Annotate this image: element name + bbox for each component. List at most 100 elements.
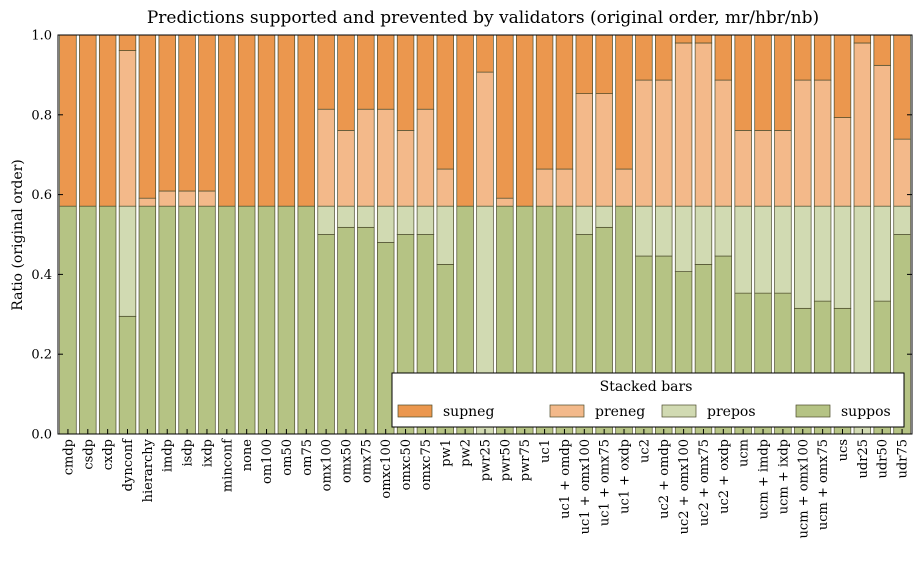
bar-suppos-om50	[277, 205, 296, 435]
bar-prepos-dynconf	[118, 205, 137, 317]
x-tick-label: uc1 + omdp	[558, 439, 573, 519]
bar-preneg-uc2-omx75	[694, 42, 713, 207]
x-tick-label: udr75	[896, 439, 911, 478]
bar-supneg-udr25	[853, 34, 872, 44]
bars-layer	[59, 34, 911, 435]
bar-prepos-omxc50	[396, 205, 415, 235]
bar-suppos-none	[237, 205, 256, 435]
bar-supneg-uc2-oxdp	[714, 34, 733, 81]
bar-supneg-csdp	[79, 34, 97, 207]
bar-preneg-udr50	[873, 64, 891, 207]
bar-supneg-pw2	[456, 34, 474, 207]
x-tick-label: pwr25	[479, 439, 494, 481]
bar-prepos-omxc75	[416, 205, 435, 235]
bar-preneg-pwr50	[496, 197, 514, 207]
bar-suppos-omx100	[317, 234, 335, 435]
bar-suppos-om75	[297, 205, 315, 435]
bar-supneg-minconf	[218, 34, 236, 207]
bar-prepos-pw1	[436, 205, 454, 265]
bar-preneg-omxc50	[396, 130, 415, 207]
bar-suppos-minconf	[218, 205, 236, 435]
x-tick-label: pw1	[439, 439, 454, 467]
bar-supneg-ixdp	[198, 34, 216, 192]
x-tick-label: isdp	[181, 439, 196, 466]
x-tick-label: omxc75	[419, 439, 434, 490]
bar-prepos-ucm	[734, 205, 752, 294]
bar-suppos-cxdp	[98, 205, 117, 435]
bar-suppos-imdp	[158, 205, 176, 435]
bar-preneg-uc1-omdp	[555, 168, 574, 207]
bar-supneg-cxdp	[98, 34, 117, 207]
bar-preneg-ucs	[833, 117, 852, 207]
bar-preneg-uc2-omdp	[655, 79, 673, 207]
chart-title: Predictions supported and prevented by v…	[147, 8, 819, 28]
x-tick-label: none	[240, 439, 255, 472]
bar-preneg-uc1-omx75	[595, 93, 613, 207]
bar-prepos-uc1-omx100	[575, 205, 593, 235]
bar-suppos-csdp	[79, 205, 97, 435]
bar-supneg-cmdp	[59, 34, 77, 207]
bar-supneg-om50	[277, 34, 296, 207]
bar-supneg-omx75	[357, 34, 375, 110]
legend-label-supneg: supneg	[443, 404, 494, 420]
bar-preneg-isdp	[178, 190, 196, 207]
x-tick-label: pwr50	[498, 439, 513, 481]
x-tick-label: udr25	[856, 439, 871, 478]
x-tick-label: cxdp	[101, 439, 116, 470]
x-tick-label: omxc50	[399, 439, 414, 490]
bar-supneg-uc1-omx100	[575, 34, 593, 95]
bar-preneg-omx75	[357, 108, 375, 207]
x-tick-label: ixdp	[200, 439, 215, 467]
x-tick-label: ucs	[836, 439, 851, 461]
legend: Stacked bars supneg preneg prepos suppos	[391, 372, 905, 428]
bar-prepos-omxc100	[377, 205, 395, 243]
x-tick-label: uc1 + omx75	[598, 439, 613, 526]
bar-preneg-ucm-omx75	[813, 79, 832, 207]
axes-layer: 0.0 0.2 0.4 0.6 0.8 1.0 cmdp csdp cxdp dynconf hie…	[31, 29, 913, 538]
x-tick-label: uc1 + omx100	[578, 439, 593, 534]
x-tick-label: uc1 + oxdp	[618, 439, 633, 514]
bar-supneg-omxc50	[396, 34, 415, 131]
bar-preneg-uc2	[635, 79, 653, 207]
bar-prepos-uc2-oxdp	[714, 205, 733, 257]
bar-suppos-cmdp	[59, 205, 77, 435]
legend-swatch-suppos	[795, 404, 831, 418]
bar-preneg-omx50	[337, 130, 355, 207]
x-tick-label: omxc100	[379, 439, 394, 499]
bar-supneg-udr50	[873, 34, 891, 66]
bar-preneg-omxc75	[416, 108, 435, 207]
bar-supneg-hierarchy	[138, 34, 157, 199]
x-tick-label: ucm	[737, 439, 752, 467]
bar-supneg-uc2-omx100	[674, 34, 693, 44]
bar-supneg-pw1	[436, 34, 454, 170]
x-tick-label: uc2	[637, 439, 652, 463]
y-tick-label: 0.0	[31, 428, 52, 443]
bar-supneg-uc2	[635, 34, 653, 81]
bar-prepos-ucm-ixdp	[774, 205, 792, 294]
bar-supneg-omx50	[337, 34, 355, 131]
x-tick-label: uc2 + omx100	[677, 439, 692, 534]
y-axis-label: Ratio (original order)	[10, 159, 26, 311]
x-tick-label: ucm + omx100	[796, 439, 811, 538]
bar-supneg-ucs	[833, 34, 852, 118]
legend-swatch-prepos	[661, 404, 697, 418]
bar-prepos-udr50	[873, 205, 891, 302]
bar-supneg-isdp	[178, 34, 196, 192]
bar-preneg-pwr25	[476, 71, 494, 207]
x-tick-label: ucm + imdp	[757, 439, 772, 519]
bar-prepos-uc2	[635, 205, 653, 257]
bar-preneg-omxc100	[377, 108, 395, 207]
bar-prepos-ucm-omx75	[813, 205, 832, 302]
x-tick-label: ucm + ixdp	[776, 439, 791, 514]
x-tick-label: cmdp	[61, 439, 76, 475]
bar-preneg-ucm-omx100	[794, 79, 812, 207]
bar-suppos-hierarchy	[138, 205, 157, 435]
bar-preneg-udr75	[893, 138, 911, 207]
bar-supneg-dynconf	[118, 34, 137, 51]
x-tick-label: om75	[300, 439, 315, 476]
y-tick-label: 0.6	[31, 188, 52, 203]
x-tick-label: pw2	[459, 439, 474, 467]
x-tick-label: pwr75	[518, 439, 533, 481]
y-tick-label: 0.2	[31, 348, 52, 363]
